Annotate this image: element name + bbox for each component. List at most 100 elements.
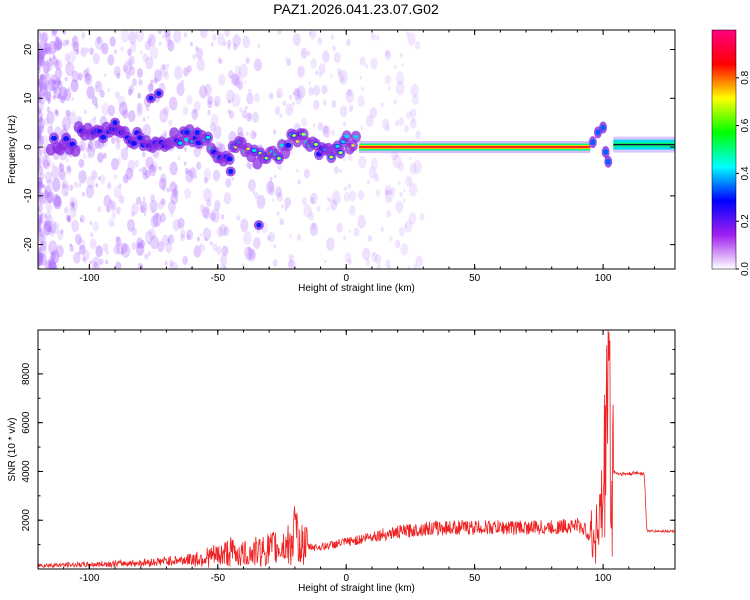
noise-speck xyxy=(137,102,142,110)
noise-speck xyxy=(94,103,99,109)
noise-speck xyxy=(53,195,62,210)
noise-speck xyxy=(199,243,203,248)
noise-speck xyxy=(333,52,341,64)
noise-speck xyxy=(48,50,52,56)
noise-speck xyxy=(232,43,238,51)
ridge-peak xyxy=(295,140,300,143)
noise-speck xyxy=(38,105,42,116)
noise-speck xyxy=(118,183,122,189)
noise-speck xyxy=(93,116,97,121)
noise-speck xyxy=(225,178,232,188)
noise-speck xyxy=(284,196,292,208)
noise-speck xyxy=(386,210,392,218)
y-axis-label: Frequency (Hz) xyxy=(7,115,18,184)
noise-speck xyxy=(51,162,56,169)
noise-speck xyxy=(58,92,63,100)
noise-speck xyxy=(78,182,82,188)
noise-speck xyxy=(376,264,382,269)
noise-speck xyxy=(118,95,126,108)
noise-speck xyxy=(248,88,252,95)
noise-speck xyxy=(204,237,208,242)
noise-speck xyxy=(139,49,144,56)
noise-speck xyxy=(93,261,98,268)
noise-speck xyxy=(52,95,56,100)
noise-speck xyxy=(163,130,168,137)
noise-speck xyxy=(128,85,135,94)
noise-speck xyxy=(141,166,147,176)
noise-speck xyxy=(128,31,137,45)
noise-speck xyxy=(403,188,406,193)
noise-speck xyxy=(368,166,377,179)
noise-speck xyxy=(38,251,44,259)
noise-speck xyxy=(343,235,347,241)
noise-speck xyxy=(131,211,135,217)
noise-speck xyxy=(274,106,281,115)
noise-speck xyxy=(313,99,320,110)
noise-speck xyxy=(106,250,109,255)
band-red xyxy=(359,146,591,149)
noise-speck xyxy=(349,190,357,202)
noise-speck xyxy=(38,56,46,67)
x-tick-label: -50 xyxy=(211,573,226,584)
noise-speck xyxy=(394,239,401,249)
noise-speck xyxy=(161,64,166,71)
noise-speck xyxy=(145,156,154,170)
noise-speck xyxy=(122,109,129,119)
noise-speck xyxy=(145,105,150,112)
noise-speck xyxy=(50,79,58,91)
noise-speck xyxy=(183,67,189,77)
noise-speck xyxy=(210,42,214,47)
noise-speck xyxy=(38,266,42,269)
noise-speck xyxy=(226,89,235,104)
ridge-blob-core xyxy=(595,129,601,136)
noise-speck xyxy=(232,34,241,48)
noise-speck xyxy=(120,250,124,256)
noise-speck xyxy=(281,204,285,209)
noise-speck xyxy=(39,74,43,80)
noise-speck xyxy=(113,174,118,180)
noise-speck xyxy=(98,176,101,181)
noise-speck xyxy=(55,79,58,83)
noise-speck xyxy=(339,105,348,118)
colorbar-tick-label: 0.6 xyxy=(740,118,750,132)
noise-speck xyxy=(167,200,176,213)
noise-speck xyxy=(415,130,421,140)
noise-speck xyxy=(106,205,111,213)
noise-speck xyxy=(38,120,42,131)
noise-speck xyxy=(116,72,121,79)
noise-speck xyxy=(66,184,70,189)
noise-speck xyxy=(109,36,116,47)
noise-speck xyxy=(234,75,243,89)
y-tick-label: 8000 xyxy=(21,362,32,385)
noise-speck xyxy=(360,126,364,131)
noise-speck xyxy=(328,197,332,203)
noise-speck xyxy=(131,242,137,250)
noise-speck xyxy=(358,155,367,169)
noise-speck xyxy=(48,256,54,266)
noise-speck xyxy=(241,109,248,119)
noise-speck xyxy=(122,174,129,184)
noise-speck xyxy=(69,206,77,219)
noise-speck xyxy=(62,182,66,189)
noise-speck xyxy=(411,118,415,123)
noise-speck xyxy=(245,161,250,168)
noise-speck xyxy=(115,136,120,143)
noise-speck xyxy=(276,192,283,202)
noise-speck xyxy=(315,70,319,76)
noise-speck xyxy=(217,57,221,63)
noise-speck xyxy=(246,112,252,122)
noise-speck xyxy=(45,91,52,101)
ridge-core xyxy=(63,136,70,142)
noise-speck xyxy=(407,265,411,269)
noise-speck xyxy=(157,201,164,210)
noise-speck xyxy=(212,243,218,252)
noise-speck xyxy=(394,119,400,127)
noise-speck xyxy=(38,136,42,143)
noise-speck xyxy=(216,226,224,238)
noise-speck xyxy=(183,32,188,38)
noise-speck xyxy=(240,218,249,232)
noise-speck xyxy=(410,83,419,98)
noise-speck xyxy=(50,251,56,261)
noise-speck xyxy=(337,68,342,76)
noise-speck xyxy=(84,109,87,115)
